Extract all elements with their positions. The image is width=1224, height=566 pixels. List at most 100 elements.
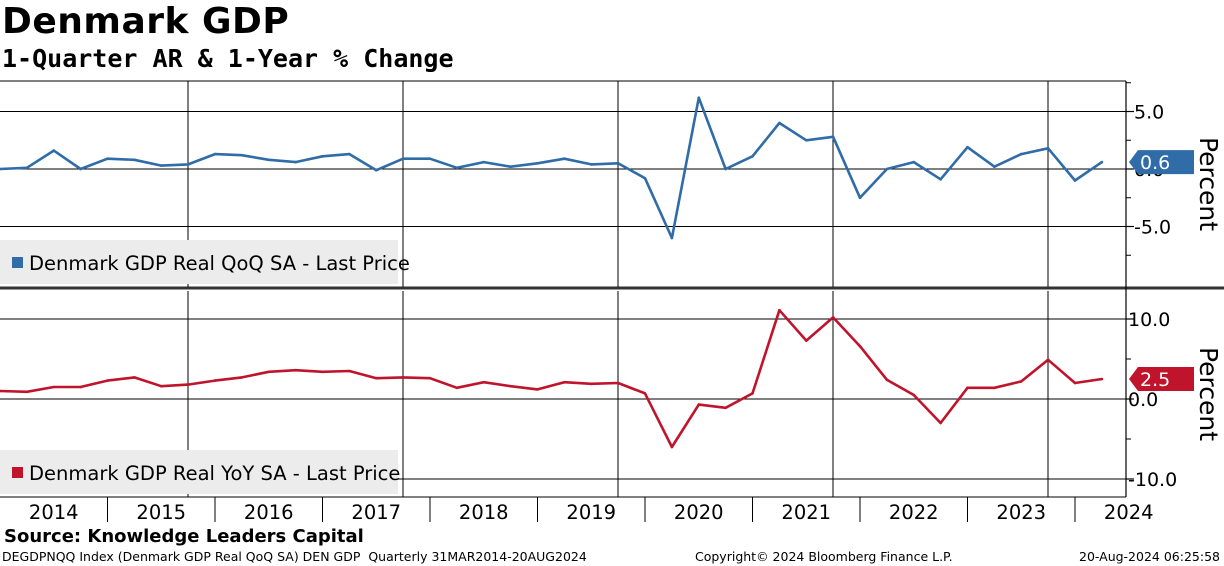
data-point (267, 158, 271, 162)
data-point (778, 121, 781, 125)
data-point (939, 421, 942, 425)
data-point (1073, 179, 1077, 182)
x-tick-label: 2016 (244, 501, 294, 524)
data-point (751, 155, 754, 158)
y-tick-label: -5.0 (1134, 217, 1171, 239)
data-point (401, 376, 405, 379)
x-tick-label: 2014 (29, 501, 79, 524)
data-point (670, 236, 674, 240)
legend-swatch (12, 257, 23, 268)
source-note: Source: Knowledge Leaders Capital (4, 526, 364, 547)
data-point (536, 388, 539, 391)
x-tick-label: 2024 (1104, 501, 1154, 524)
data-point (374, 168, 378, 172)
data-point (348, 369, 351, 373)
data-point (885, 378, 889, 382)
last-value-label: 0.6 (1140, 152, 1170, 174)
data-point (0, 167, 2, 171)
data-point (428, 376, 432, 380)
data-point (1019, 380, 1023, 383)
legend-box (0, 450, 398, 494)
x-tick-label: 2015 (136, 501, 186, 524)
data-point (240, 153, 244, 157)
data-point (831, 316, 835, 319)
footer-timestamp: 20-Aug-2024 06:25:58 (1079, 549, 1220, 564)
data-point (213, 152, 217, 156)
data-point (1100, 377, 1104, 381)
data-point (455, 386, 459, 390)
data-point (563, 380, 566, 384)
data-point (294, 160, 297, 164)
data-point (25, 166, 29, 170)
y-tick-label: 10.0 (1128, 309, 1170, 331)
y-axis-title: Percent (1194, 137, 1223, 231)
data-point (1073, 381, 1077, 385)
legend-box (0, 240, 398, 284)
data-point (213, 379, 217, 382)
data-point (106, 379, 109, 382)
data-point (912, 393, 916, 397)
data-point (589, 382, 593, 386)
x-tick-label: 2019 (566, 501, 616, 524)
data-point (1019, 152, 1023, 156)
series-line (0, 96, 1103, 240)
last-value-label: 2.5 (1140, 369, 1170, 391)
data-point (1046, 358, 1050, 362)
x-tick-label: 2017 (351, 501, 401, 524)
data-point (831, 135, 835, 139)
data-point (159, 384, 163, 388)
data-point (25, 390, 29, 394)
data-point (133, 158, 136, 162)
data-point (858, 196, 862, 200)
data-point (939, 178, 942, 181)
data-point (1100, 160, 1104, 164)
data-point (563, 157, 566, 160)
legend-label: Denmark GDP Real YoY SA - Last Price (29, 462, 400, 485)
data-point (724, 406, 727, 410)
data-point (0, 389, 2, 393)
data-point (589, 163, 593, 166)
data-point (912, 160, 916, 164)
data-point (1046, 147, 1050, 150)
data-point (321, 155, 324, 158)
data-point (643, 392, 647, 395)
x-tick-label: 2023 (996, 501, 1046, 524)
footer-copyright: Copyright© 2024 Bloomberg Finance L.P. (695, 549, 953, 564)
data-point (374, 376, 378, 380)
data-point (751, 392, 754, 395)
data-point (52, 149, 56, 152)
y-tick-label: 5.0 (1134, 102, 1164, 124)
chart-subtitle: 1-Quarter AR & 1-Year % Change (2, 44, 454, 73)
last-value-tag (1129, 367, 1194, 391)
data-point (267, 370, 271, 374)
y-axis-title: Percent (1194, 347, 1223, 441)
data-point (885, 167, 889, 171)
data-point (778, 308, 781, 312)
data-point (133, 376, 136, 379)
data-point (186, 163, 190, 166)
data-point (482, 160, 486, 164)
data-point (993, 165, 996, 168)
x-tick-label: 2018 (459, 501, 509, 524)
data-point (482, 380, 486, 384)
data-point (321, 370, 324, 374)
x-tick-label: 2021 (781, 501, 831, 524)
data-point (240, 376, 244, 379)
data-point (455, 166, 459, 170)
data-point (724, 167, 727, 171)
data-point (348, 152, 351, 156)
data-point (966, 386, 969, 390)
last-value-tag (1129, 150, 1194, 175)
data-point (670, 445, 674, 449)
data-point (536, 161, 539, 165)
legend-swatch (12, 467, 23, 478)
y-tick-label: -10.0 (1128, 469, 1177, 491)
x-tick-label: 2022 (889, 501, 939, 524)
data-point (993, 386, 996, 390)
data-point (79, 385, 82, 389)
chart-title: Denmark GDP (2, 1, 290, 42)
data-point (966, 145, 969, 149)
data-point (106, 157, 109, 160)
data-point (401, 157, 405, 160)
